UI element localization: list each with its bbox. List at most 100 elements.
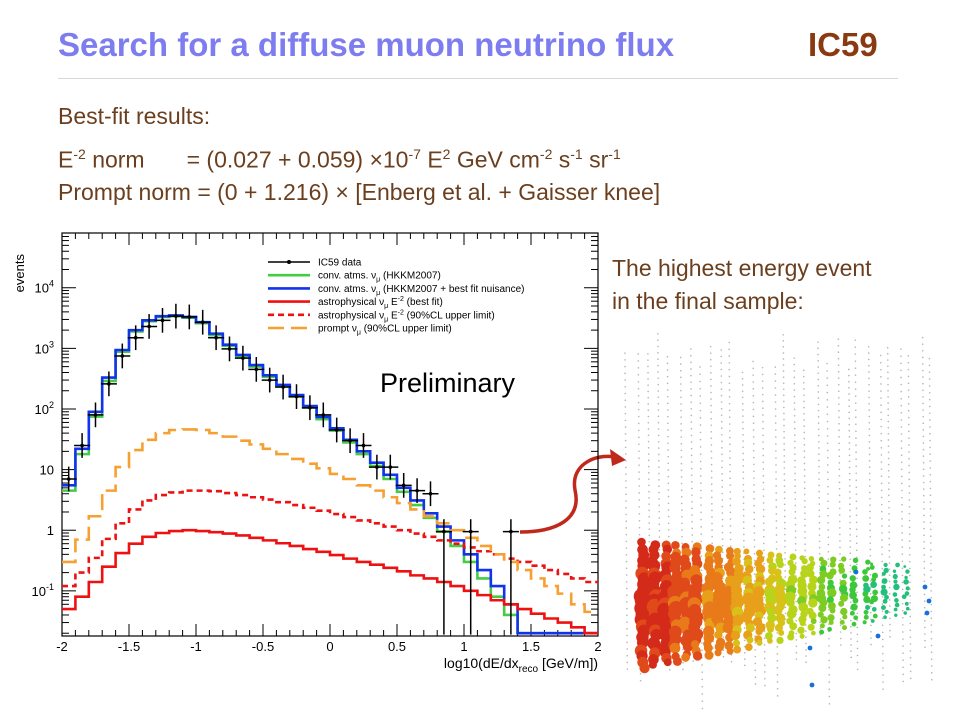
event-hit-319 (818, 603, 827, 613)
event-hit-347 (842, 614, 848, 620)
data-marker-18 (308, 405, 312, 410)
event-hit-105 (681, 653, 690, 662)
event-hit-180 (724, 641, 734, 651)
event-hit-234 (767, 551, 775, 559)
event-hit-335 (828, 620, 834, 625)
event-string (817, 341, 822, 636)
event-hit-407 (905, 569, 910, 574)
legend-label-0: IC59 data (318, 258, 362, 269)
event-hit-282 (801, 558, 808, 565)
event-hit-401 (892, 592, 898, 597)
event-hit-245 (767, 613, 777, 623)
event-hit-393 (880, 605, 886, 611)
event-hit-184 (732, 557, 741, 566)
event-hit-400 (893, 583, 900, 591)
event-hit-402 (894, 598, 899, 603)
event-hit-375 (869, 564, 875, 570)
data-marker-19 (321, 413, 326, 417)
event-hit-404 (893, 607, 898, 612)
event-hit-85 (672, 656, 682, 666)
event-hit-21 (639, 662, 650, 674)
event-hit-216 (745, 643, 753, 651)
event-hit-308 (807, 623, 815, 631)
event-hit-296 (808, 556, 815, 562)
event-hit-345 (838, 600, 845, 607)
event-hit-408 (904, 575, 908, 580)
event-hit-361 (851, 621, 857, 627)
data-marker-1 (80, 443, 84, 448)
e2-norm-line: E-2 norm = (0.027 + 0.059) ×10-7 E2 GeV c… (58, 146, 621, 173)
event-hit-416 (922, 584, 928, 590)
event-hit-217 (755, 549, 763, 557)
event-arrow (519, 454, 621, 534)
data-marker-16 (281, 385, 285, 389)
data-marker-6 (147, 324, 151, 329)
event-hit-43 (648, 660, 657, 669)
event-hit-363 (866, 566, 870, 571)
event-hit-337 (841, 556, 847, 562)
event-string (826, 362, 831, 705)
event-hit-336 (827, 626, 832, 632)
data-marker-13 (241, 356, 245, 360)
event-hit-396 (895, 562, 900, 568)
event-hit-165 (726, 551, 735, 560)
event-hit-311 (820, 559, 828, 567)
data-marker-0 (66, 477, 71, 481)
event-hit-304 (808, 598, 818, 608)
data-marker-4 (120, 354, 125, 358)
event-arrow-head (610, 449, 626, 466)
legend-label-1: conv. atms. νμ (HKKM2007) (318, 271, 441, 284)
y-tick-label: 1 (47, 523, 54, 538)
event-hit-269 (788, 568, 796, 576)
event-hit-333 (829, 607, 836, 614)
event-hit-369 (863, 595, 871, 604)
data-marker-29 (468, 529, 473, 534)
event-hit-362 (865, 559, 871, 565)
data-marker-20 (334, 428, 339, 432)
event-hit-125 (692, 651, 703, 661)
event-hit-331 (826, 596, 834, 604)
event-hit-220 (755, 564, 766, 574)
event-hit-65 (671, 541, 680, 550)
event-hit-323 (819, 629, 825, 635)
event-string (921, 336, 926, 648)
data-marker-8 (174, 314, 178, 318)
event-hit-294 (797, 626, 805, 634)
event-hit-385 (883, 562, 888, 568)
event-hit-315 (818, 583, 826, 591)
event-hit-412 (901, 594, 907, 600)
event-hit-293 (799, 620, 806, 627)
event-hit-203 (744, 564, 754, 574)
event-hit-353 (849, 575, 856, 582)
event-hit-253 (773, 568, 782, 577)
event-hit-325 (829, 561, 836, 568)
event-hit-397 (892, 569, 897, 573)
event-hit-388 (881, 578, 888, 584)
event-hit-379 (872, 589, 879, 596)
legend-label-5: prompt νμ (90%CL upper limit) (318, 324, 452, 337)
event-hit-419 (807, 645, 813, 651)
event-hit-307 (810, 618, 817, 625)
event-hit-249 (767, 638, 773, 644)
event-hit-322 (819, 623, 825, 629)
series-line-3 (62, 528, 598, 635)
legend-marker-0 (287, 260, 291, 264)
y-tick-label: 102 (35, 400, 54, 417)
event-hit-394 (884, 609, 889, 614)
event-hit-339 (838, 566, 846, 574)
event-hit-421 (875, 633, 881, 639)
legend-label-2: conv. atms. νμ (HKKM2007 + best fit nuis… (318, 284, 524, 297)
event-hit-365 (862, 575, 870, 582)
y-tick-label: 104 (35, 279, 54, 296)
event-hit-387 (881, 571, 886, 576)
data-marker-17 (294, 394, 299, 399)
event-hit-144 (704, 650, 714, 660)
title-divider (58, 78, 898, 79)
event-string (900, 348, 905, 683)
event-hit-390 (880, 588, 888, 596)
event-hit-360 (853, 615, 859, 621)
event-hit-413 (904, 601, 909, 606)
event-caption-line1: The highest energy event (612, 255, 872, 281)
x-tick-label: -0.5 (252, 639, 274, 654)
